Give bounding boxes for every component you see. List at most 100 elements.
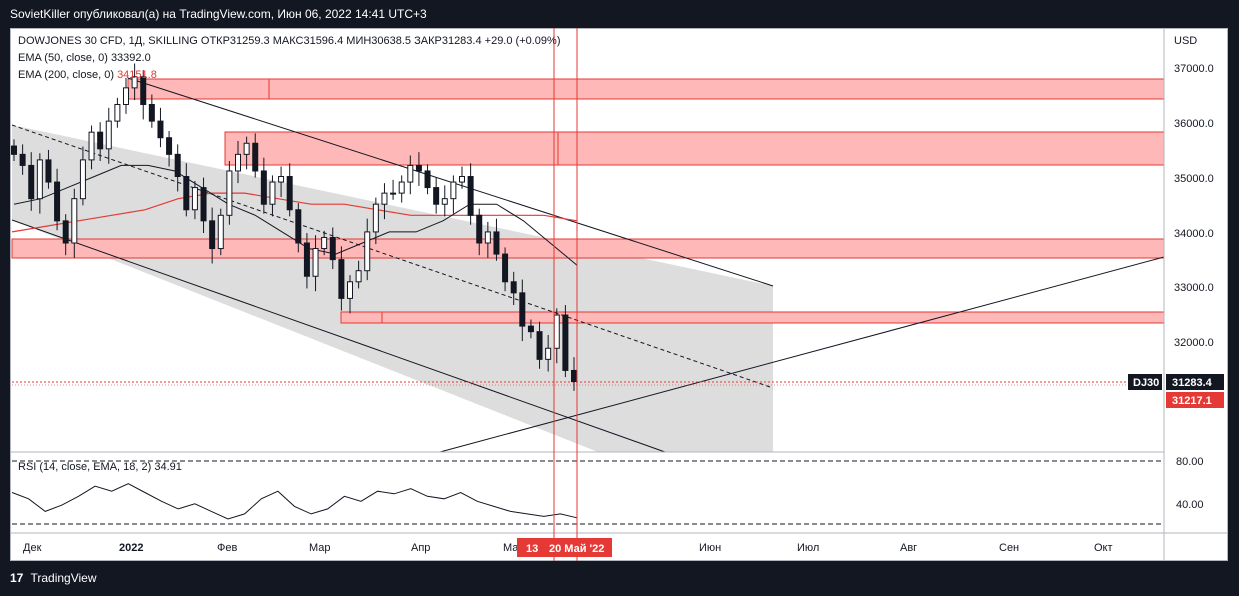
candle-body[interactable] bbox=[484, 231, 491, 244]
time-label: Июн bbox=[699, 542, 721, 554]
candle-body[interactable] bbox=[519, 292, 526, 327]
candle-body[interactable] bbox=[502, 253, 509, 283]
candle-body[interactable] bbox=[355, 270, 362, 283]
time-label: Июл bbox=[797, 542, 819, 554]
candle-body[interactable] bbox=[157, 120, 164, 139]
legend-ema200: EMA (200, close, 0) 34151.8 bbox=[18, 69, 157, 81]
candle-body[interactable] bbox=[364, 231, 371, 272]
candle-body[interactable] bbox=[166, 137, 173, 155]
candle-body[interactable] bbox=[347, 281, 353, 299]
rsi-line[interactable] bbox=[11, 483, 578, 520]
rsi-tick: 80.00 bbox=[1176, 456, 1204, 468]
candle-body[interactable] bbox=[269, 181, 276, 205]
candle-body[interactable] bbox=[131, 76, 138, 89]
ascending-trendline[interactable] bbox=[439, 256, 1165, 453]
candle-body[interactable] bbox=[191, 187, 198, 211]
candle-body[interactable] bbox=[97, 131, 104, 150]
candle-body[interactable] bbox=[174, 153, 181, 178]
candle-body[interactable] bbox=[45, 159, 52, 183]
candle-body[interactable] bbox=[286, 176, 293, 211]
candle-body[interactable] bbox=[312, 248, 319, 277]
candle-body[interactable] bbox=[527, 325, 534, 333]
candle-body[interactable] bbox=[278, 176, 285, 183]
candle-body[interactable] bbox=[510, 281, 517, 294]
support-zone-4[interactable] bbox=[340, 311, 1165, 324]
candle-body[interactable] bbox=[338, 259, 345, 299]
candle-body[interactable] bbox=[140, 76, 147, 105]
candle-body[interactable] bbox=[441, 198, 448, 205]
candle-body[interactable] bbox=[493, 231, 500, 255]
tradingview-logo-icon: 17 bbox=[10, 571, 24, 585]
resistance-zone-2[interactable] bbox=[224, 131, 1165, 166]
publisher-line: SovietKiller опубликовал(а) на TradingVi… bbox=[10, 7, 427, 21]
candle-body[interactable] bbox=[36, 159, 43, 200]
price-tick: 35000.0 bbox=[1174, 173, 1214, 185]
candle-body[interactable] bbox=[553, 314, 560, 349]
candle-body[interactable] bbox=[372, 203, 379, 233]
candle-body[interactable] bbox=[459, 176, 465, 183]
candle-body[interactable] bbox=[252, 142, 259, 172]
candle-body[interactable] bbox=[123, 87, 129, 105]
candle-body[interactable] bbox=[536, 331, 543, 360]
channel-mid-line[interactable] bbox=[11, 124, 774, 389]
time-axis[interactable]: Дек 2022 Фев Мар Апр Ма Июн Июл Авг Сен … bbox=[23, 542, 1113, 554]
candle-body[interactable] bbox=[62, 220, 69, 244]
candle-body[interactable] bbox=[71, 198, 78, 244]
resistance-zone-3[interactable] bbox=[11, 238, 1165, 259]
rsi-label: RSI (14, close, EMA, 18, 2) bbox=[18, 461, 152, 473]
rsi-tick: 40.00 bbox=[1176, 499, 1204, 511]
candle-body[interactable] bbox=[88, 131, 95, 161]
candle-body[interactable] bbox=[226, 170, 233, 216]
candle-body[interactable] bbox=[390, 192, 397, 195]
candle-body[interactable] bbox=[398, 181, 405, 194]
candle-body[interactable] bbox=[217, 214, 224, 250]
candle-body[interactable] bbox=[329, 236, 336, 261]
price-tick: 34000.0 bbox=[1174, 228, 1214, 240]
resistance-zone-1[interactable] bbox=[127, 78, 1165, 100]
price-axis[interactable]: USD 37000.0 36000.0 35000.0 34000.0 3300… bbox=[1174, 35, 1214, 511]
candle-body[interactable] bbox=[11, 145, 17, 155]
time-marker-badge bbox=[517, 538, 612, 557]
candle-body[interactable] bbox=[545, 347, 552, 360]
candle-body[interactable] bbox=[295, 209, 302, 244]
brand-name[interactable]: TradingView bbox=[30, 571, 97, 585]
candle-body[interactable] bbox=[200, 187, 207, 222]
candle-body[interactable] bbox=[243, 142, 250, 155]
channel-lower-line[interactable] bbox=[11, 219, 666, 453]
price-tick: 36000.0 bbox=[1174, 118, 1214, 130]
candle-body[interactable] bbox=[415, 164, 422, 172]
candle-body[interactable] bbox=[562, 314, 569, 371]
ema200-line[interactable] bbox=[11, 192, 578, 233]
candle-body[interactable] bbox=[467, 176, 474, 216]
candle-body[interactable] bbox=[433, 187, 440, 205]
symbol-tag: DJ30 bbox=[1133, 377, 1159, 389]
last-price-badge bbox=[1166, 374, 1224, 390]
candle-body[interactable] bbox=[424, 170, 431, 189]
candle-body[interactable] bbox=[19, 153, 26, 166]
legend-rsi: RSI (14, close, EMA, 18, 2) 34.91 bbox=[18, 461, 182, 473]
candle-body[interactable] bbox=[235, 153, 241, 172]
time-label: Ма bbox=[503, 542, 519, 554]
candle-body[interactable] bbox=[450, 181, 457, 200]
candle-body[interactable] bbox=[54, 181, 61, 222]
descending-channel[interactable] bbox=[12, 125, 773, 452]
candle-body[interactable] bbox=[571, 369, 577, 383]
candle-body[interactable] bbox=[476, 214, 483, 244]
ema200-value: 34151.8 bbox=[117, 69, 157, 81]
candle-body[interactable] bbox=[260, 170, 267, 205]
candle-body[interactable] bbox=[303, 242, 310, 277]
time-label: 2022 bbox=[119, 542, 143, 554]
candle-body[interactable] bbox=[28, 164, 35, 200]
time-label: Дек bbox=[23, 542, 42, 554]
candle-body[interactable] bbox=[407, 164, 414, 183]
candle-body[interactable] bbox=[209, 220, 216, 250]
candle-body[interactable] bbox=[114, 103, 121, 122]
candle-body[interactable] bbox=[148, 103, 155, 122]
candle-body[interactable] bbox=[183, 176, 190, 211]
candle-body[interactable] bbox=[321, 236, 328, 250]
candle-body[interactable] bbox=[79, 159, 86, 200]
candle-body[interactable] bbox=[105, 120, 112, 150]
candles-group bbox=[11, 63, 577, 391]
candle-body[interactable] bbox=[381, 192, 388, 205]
